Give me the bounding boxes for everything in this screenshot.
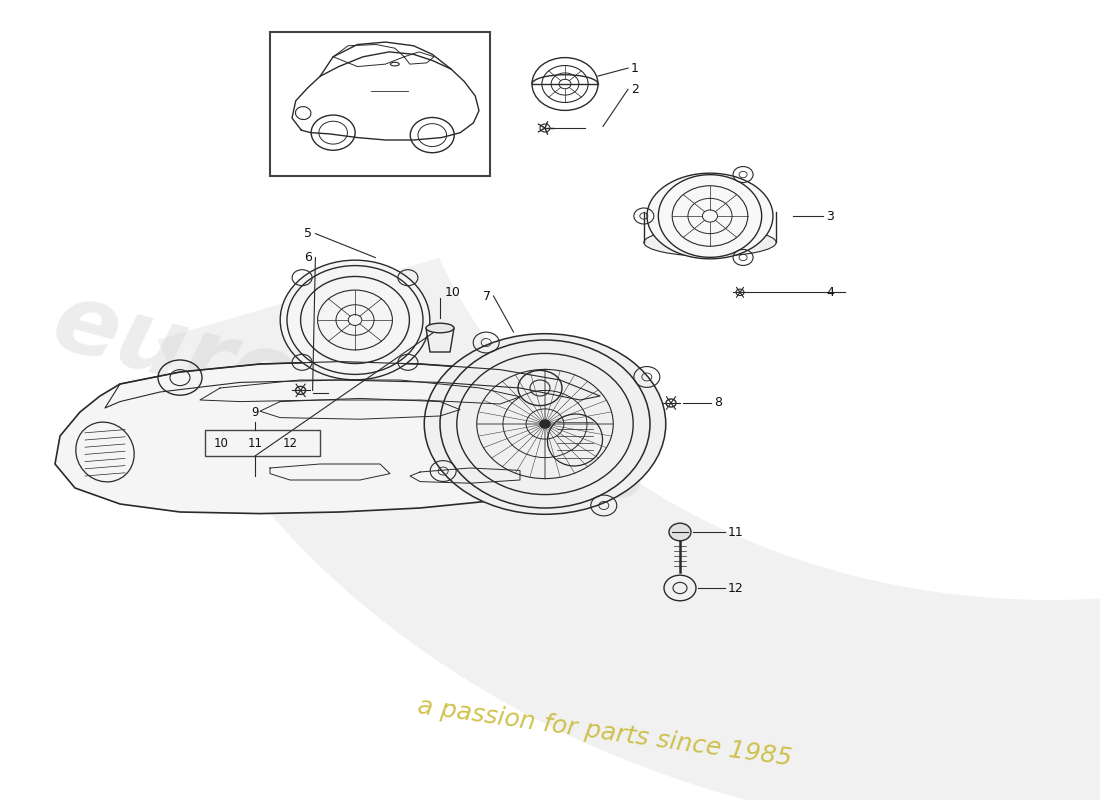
Ellipse shape [426,323,454,333]
Text: 9: 9 [251,406,258,419]
Circle shape [669,523,691,541]
Text: 8: 8 [714,397,722,410]
Text: 10: 10 [213,437,229,450]
Text: eurospares: eurospares [43,275,661,525]
Ellipse shape [644,229,777,256]
Ellipse shape [647,173,773,259]
Text: 12: 12 [283,437,297,450]
Ellipse shape [425,334,666,514]
Polygon shape [426,328,454,352]
Circle shape [540,420,550,428]
Text: 5: 5 [305,227,312,240]
Text: 4: 4 [826,286,834,299]
Text: a passion for parts since 1985: a passion for parts since 1985 [416,694,794,770]
Polygon shape [55,362,640,514]
Text: 12: 12 [728,582,744,594]
Text: 11: 11 [248,437,263,450]
Text: 6: 6 [305,251,312,264]
Text: 2: 2 [631,82,639,96]
Polygon shape [157,258,1100,800]
Text: 1: 1 [631,62,639,74]
Text: 10: 10 [446,286,461,298]
Text: 11: 11 [728,526,744,538]
Bar [205,430,320,456]
Ellipse shape [280,260,430,380]
Bar [270,32,490,176]
Text: 7: 7 [483,290,491,302]
Text: 3: 3 [826,210,834,222]
